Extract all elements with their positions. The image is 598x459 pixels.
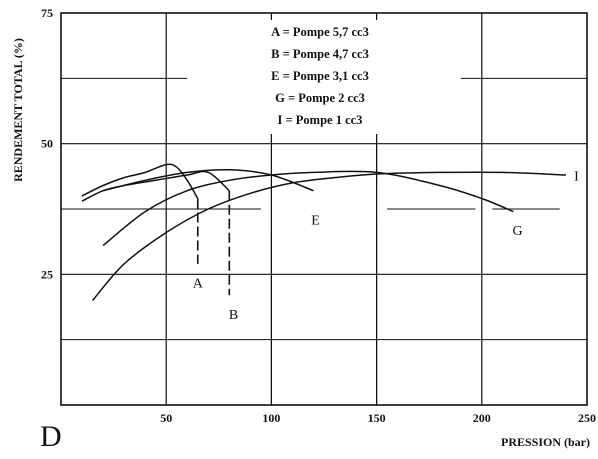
series-line-i: [92, 171, 567, 301]
x-tick-label: 200: [473, 411, 491, 425]
series-line-b: [81, 170, 230, 202]
legend-entry: A = Pompe 5,7 cc3: [271, 25, 369, 39]
series-line-a: [81, 163, 199, 199]
legend-entry: B = Pompe 4,7 cc3: [271, 47, 369, 61]
series-label-g: G: [513, 224, 523, 239]
series-labels-layer: A B E G I: [193, 169, 579, 323]
series-label-a: A: [193, 276, 204, 291]
legend-entry: G = Pompe 2 cc3: [275, 91, 365, 105]
series-line-e: [102, 168, 314, 192]
panel-label: D: [40, 420, 62, 453]
x-axis-title: PRESSION (bar): [501, 435, 590, 449]
series-label-i: I: [574, 169, 579, 184]
x-tick-label: 250: [578, 411, 596, 425]
legend-entry: I = Pompe 1 cc3: [278, 113, 363, 127]
y-tick-label: 50: [41, 137, 53, 151]
x-tick-label: 150: [368, 411, 386, 425]
series-label-b: B: [229, 308, 238, 323]
y-axis-title: RENDEMENT TOTAL (%): [11, 38, 25, 182]
series-label-e: E: [311, 214, 320, 229]
series-layer: [81, 163, 567, 301]
legend-layer: A = Pompe 5,7 cc3 B = Pompe 4,7 cc3 E = Po…: [242, 20, 398, 134]
y-tick-label: 75: [41, 6, 53, 20]
ticks-layer: 50 100 150 200 250 25 50 75: [41, 6, 596, 425]
x-tick-label: 100: [262, 411, 280, 425]
series-line-g: [102, 170, 514, 247]
legend-entry: E = Pompe 3,1 cc3: [271, 69, 369, 83]
x-tick-label: 50: [160, 411, 172, 425]
legend-background: [242, 20, 398, 134]
grid-layer: [60, 12, 588, 406]
y-tick-label: 25: [41, 267, 53, 281]
